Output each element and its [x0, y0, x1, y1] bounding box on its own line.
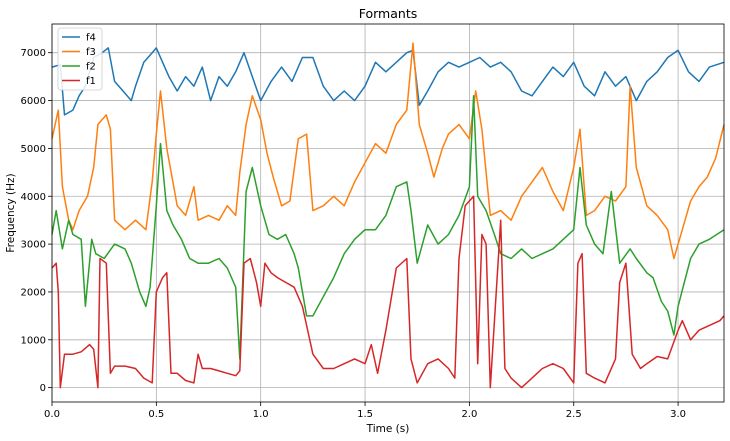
legend: f4 f3 f2 f1	[57, 27, 103, 91]
legend-label-f3: f3	[86, 47, 96, 58]
series-layer	[51, 42, 725, 389]
x-axis: 0.0 0.5 1.0 1.5 2.0 2.5 3.0	[44, 402, 686, 420]
x-tick-label: 0.5	[148, 409, 164, 420]
x-tick-label: 0.0	[44, 409, 60, 420]
chart-title: Formants	[359, 6, 417, 21]
series-line-f2	[51, 95, 725, 360]
y-tick-label: 2000	[21, 287, 46, 298]
x-tick-label: 2.0	[461, 409, 477, 420]
x-tick-label: 3.0	[670, 409, 686, 420]
y-tick-label: 3000	[21, 240, 46, 251]
y-tick-label: 5000	[21, 144, 46, 155]
series-line-f4	[51, 47, 725, 116]
y-tick-label: 1000	[21, 335, 46, 346]
series-line-f3	[51, 42, 725, 260]
plot-frame	[51, 23, 725, 403]
x-axis-label: Time (s)	[366, 423, 410, 435]
y-tick-label: 0	[40, 383, 46, 394]
y-axis: 0 1000 2000 3000 4000 5000 6000 7000	[21, 48, 52, 394]
y-tick-label: 7000	[21, 48, 46, 59]
legend-label-f1: f1	[86, 76, 96, 87]
series-line-f1	[51, 195, 725, 389]
x-tick-label: 1.0	[253, 409, 269, 420]
x-tick-label: 1.5	[357, 409, 373, 420]
grid-lines	[51, 24, 724, 402]
legend-label-f2: f2	[86, 62, 96, 73]
x-tick-label: 2.5	[566, 409, 582, 420]
y-tick-label: 6000	[21, 96, 46, 107]
y-tick-label: 4000	[21, 192, 46, 203]
legend-label-f4: f4	[86, 33, 96, 44]
y-axis-label: Frequency (Hz)	[5, 173, 17, 252]
legend-box	[57, 27, 103, 91]
